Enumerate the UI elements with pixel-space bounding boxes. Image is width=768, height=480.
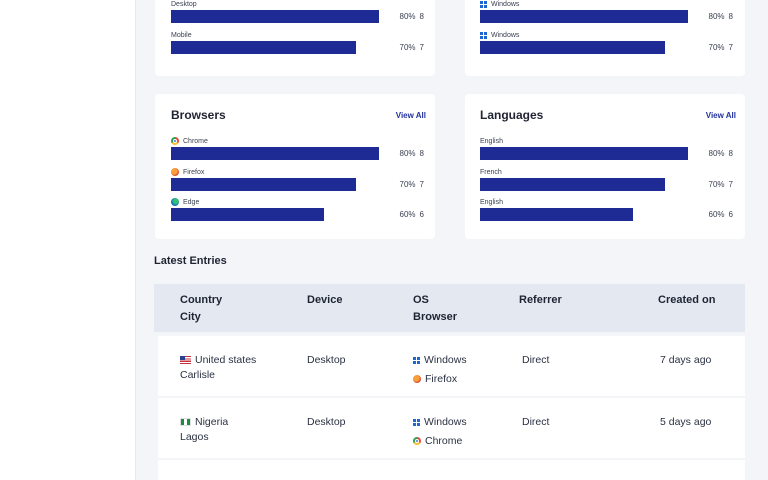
count-value: 8 <box>728 149 733 158</box>
languages-card: Languages View All English 80% 8 French 7… <box>465 94 745 239</box>
column-header-city: City <box>180 311 201 323</box>
language-label: French <box>480 168 502 176</box>
edge-icon <box>171 198 179 206</box>
created-value: 7 days ago <box>660 354 712 366</box>
percent-value: 80% <box>708 149 725 158</box>
browser-value: Chrome <box>425 435 463 447</box>
firefox-icon <box>171 168 179 176</box>
browser-row-firefox: Firefox 70% 7 <box>171 167 425 191</box>
count-value: 6 <box>419 210 424 219</box>
country-value: United states <box>195 354 257 366</box>
chrome-icon <box>413 437 421 445</box>
os-label: Windows <box>491 0 520 8</box>
language-row: English 80% 8 <box>480 136 734 160</box>
column-header-referrer: Referrer <box>519 294 562 306</box>
language-label: English <box>480 137 503 145</box>
column-header-created-on: Created on <box>658 294 716 306</box>
browser-row-chrome: Chrome 80% 8 <box>171 136 425 160</box>
browser-label: Chrome <box>183 137 208 145</box>
count-value: 8 <box>419 149 424 158</box>
sidebar <box>0 0 136 480</box>
country-value: Nigeria <box>195 416 229 428</box>
os-value: Windows <box>424 354 467 366</box>
windows-icon <box>413 356 420 364</box>
browsers-card: Browsers View All Chrome 80% 8 Firefox 70… <box>155 94 435 239</box>
language-label: English <box>480 198 503 206</box>
us-flag-icon <box>180 356 191 364</box>
count-value: 7 <box>728 43 733 52</box>
languages-title: Languages <box>480 108 544 122</box>
count-value: 8 <box>419 12 424 21</box>
percent-value: 70% <box>708 43 725 52</box>
windows-icon <box>480 31 487 39</box>
windows-icon <box>413 418 420 426</box>
nigeria-flag-icon <box>180 418 191 426</box>
table-row[interactable]: Nigeria Lagos Desktop Windows Chrome Dir… <box>158 398 745 458</box>
browser-label: Firefox <box>183 168 205 176</box>
device-label: Mobile <box>171 31 192 39</box>
count-value: 6 <box>728 210 733 219</box>
column-header-browser: Browser <box>413 311 458 323</box>
browsers-title: Browsers <box>171 108 226 122</box>
count-value: 7 <box>728 180 733 189</box>
count-value: 8 <box>728 12 733 21</box>
count-value: 7 <box>419 43 424 52</box>
progress-bar <box>480 41 665 54</box>
progress-bar <box>480 10 688 23</box>
browser-row-edge: Edge 60% 6 <box>171 197 425 221</box>
progress-bar <box>171 10 379 23</box>
device-row-mobile: Mobile 70% 7 <box>171 30 425 54</box>
percent-value: 80% <box>708 12 725 21</box>
language-row: French 70% 7 <box>480 167 734 191</box>
progress-bar <box>480 208 633 221</box>
progress-bar <box>171 178 356 191</box>
browser-label: Edge <box>183 198 200 206</box>
language-row: English 60% 6 <box>480 197 734 221</box>
count-value: 7 <box>419 180 424 189</box>
percent-value: 60% <box>708 210 725 219</box>
percent-value: 80% <box>399 149 416 158</box>
column-header-country: Country <box>180 294 223 306</box>
os-card: Windows 80% 8 Windows 70% 7 <box>465 0 745 76</box>
os-label: Windows <box>491 31 520 39</box>
progress-bar <box>480 178 665 191</box>
percent-value: 70% <box>399 180 416 189</box>
device-value: Desktop <box>307 416 346 428</box>
percent-value: 80% <box>399 12 416 21</box>
referrer-value: Direct <box>522 416 550 428</box>
percent-value: 70% <box>708 180 725 189</box>
devices-card: Desktop 80% 8 Mobile 70% 7 <box>155 0 435 76</box>
latest-entries-title: Latest Entries <box>154 255 227 267</box>
os-row: Windows 80% 8 <box>480 0 734 23</box>
table-header: Country City Device OS Browser Referrer … <box>154 284 745 332</box>
created-value: 5 days ago <box>660 416 712 428</box>
languages-view-all-link[interactable]: View All <box>705 111 736 120</box>
os-row: Windows 70% 7 <box>480 30 734 54</box>
percent-value: 70% <box>399 43 416 52</box>
table-row[interactable]: United states Carlisle Desktop Windows F… <box>158 336 745 396</box>
progress-bar <box>171 147 379 160</box>
device-value: Desktop <box>307 354 346 366</box>
browsers-view-all-link[interactable]: View All <box>395 111 426 120</box>
progress-bar <box>480 147 688 160</box>
device-row-desktop: Desktop 80% 8 <box>171 0 425 23</box>
device-label: Desktop <box>171 0 197 8</box>
browser-value: Firefox <box>425 373 458 385</box>
city-value: Carlisle <box>180 369 216 381</box>
firefox-icon <box>413 375 421 383</box>
windows-icon <box>480 0 487 8</box>
chrome-icon <box>171 137 179 145</box>
table-row[interactable] <box>158 460 745 480</box>
progress-bar <box>171 41 356 54</box>
referrer-value: Direct <box>522 354 550 366</box>
column-header-device: Device <box>307 294 343 306</box>
os-value: Windows <box>424 416 467 428</box>
percent-value: 60% <box>399 210 416 219</box>
progress-bar <box>171 208 324 221</box>
column-header-os: OS <box>413 294 429 306</box>
city-value: Lagos <box>180 431 209 443</box>
